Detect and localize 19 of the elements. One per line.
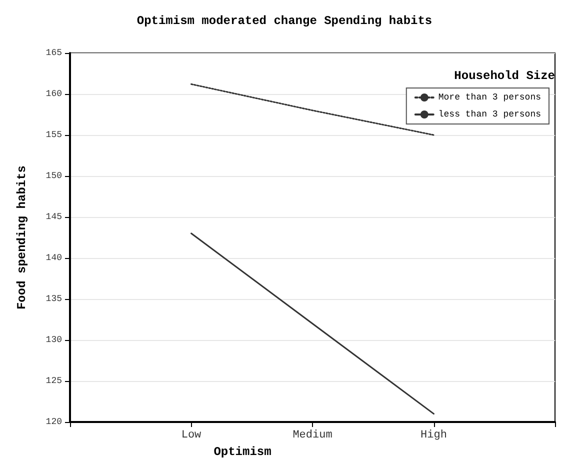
legend-label: More than 3 persons [438, 92, 542, 102]
chart-title: Optimism moderated change Spending habits [136, 14, 432, 28]
x-tick-label: Medium [292, 430, 333, 442]
y-tick-label: 160 [46, 89, 62, 99]
legend-label: less than 3 persons [438, 110, 542, 120]
y-tick-label: 140 [46, 253, 62, 263]
y-axis-title: Food spending habits [15, 165, 29, 310]
x-axis-title: Optimism [214, 444, 272, 459]
y-tick-label: 145 [46, 212, 62, 222]
y-tick-label: 120 [46, 417, 62, 427]
y-tick-label: 150 [46, 171, 62, 181]
y-tick-label: 125 [46, 376, 62, 386]
y-tick-label: 130 [46, 335, 62, 345]
y-tick-label: 155 [46, 130, 62, 140]
x-tick-label: High [420, 430, 447, 442]
y-tick-label: 135 [46, 294, 62, 304]
y-tick-label: 165 [46, 48, 62, 58]
x-tick-label: Low [181, 430, 202, 442]
legend-title: Household Size [454, 69, 556, 83]
